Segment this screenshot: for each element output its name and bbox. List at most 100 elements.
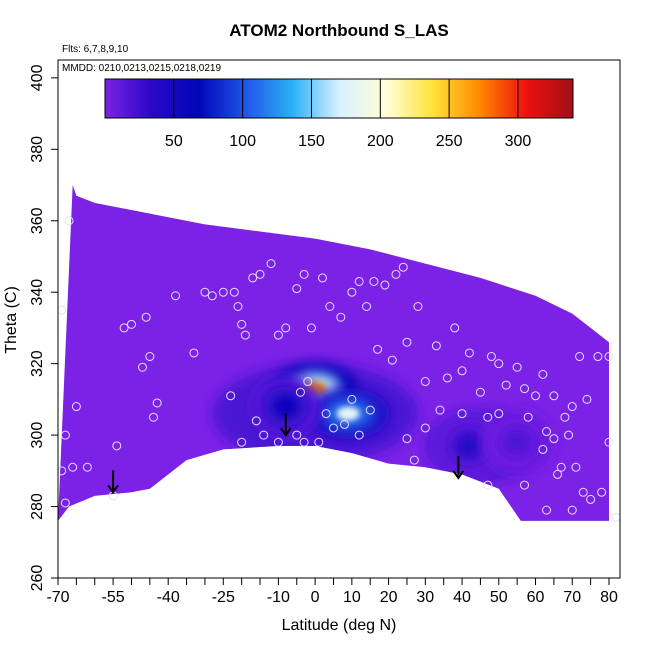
sample-point <box>58 305 67 315</box>
sample-point <box>560 412 570 422</box>
sample-point <box>611 512 620 522</box>
sample-point <box>207 291 217 301</box>
sample-point <box>531 391 541 401</box>
y-tick-label: 360 <box>29 207 46 234</box>
colorbar-tick-label: 50 <box>165 133 183 150</box>
sample-point <box>237 437 247 447</box>
sample-point <box>464 348 474 358</box>
sample-point <box>512 362 522 372</box>
down-arrow-icon <box>107 470 119 494</box>
sample-point <box>152 398 162 408</box>
chart-title: ATOM2 Northbound S_LAS <box>229 21 448 40</box>
sample-point <box>398 262 408 272</box>
sample-point <box>402 434 412 444</box>
sample-point <box>553 469 563 479</box>
x-tick-label: 0 <box>311 589 320 606</box>
sample-point <box>556 462 566 472</box>
down-arrow-icon <box>452 455 465 480</box>
sample-point <box>483 412 493 422</box>
colorbar-tick-label: 150 <box>298 133 325 150</box>
sample-point <box>373 344 383 354</box>
sample-point <box>354 430 364 440</box>
sample-point <box>413 301 423 311</box>
sample-point <box>240 330 250 340</box>
sample-point <box>64 216 74 226</box>
sample-point <box>299 269 309 279</box>
sample-point <box>340 419 350 429</box>
x-axis-label: Latitude (deg N) <box>282 617 397 634</box>
sample-point <box>82 462 92 472</box>
x-tick-label: 60 <box>527 589 545 606</box>
enhanced-features <box>212 363 553 482</box>
x-tick-label: -10 <box>267 589 290 606</box>
sample-point <box>60 498 70 508</box>
sample-point <box>604 352 614 362</box>
x-tick-label: 80 <box>600 589 618 606</box>
heatmap-field <box>58 185 609 521</box>
sample-point <box>369 276 379 286</box>
sample-point <box>137 362 147 372</box>
sample-point <box>317 273 327 283</box>
sample-point <box>486 352 496 362</box>
sample-point <box>71 402 81 412</box>
sample-point <box>475 387 485 397</box>
sample-point <box>538 444 548 454</box>
sample-point <box>354 276 364 286</box>
sample-point <box>494 409 504 419</box>
sample-point <box>494 359 504 369</box>
sample-point <box>571 462 581 472</box>
sample-point <box>259 430 269 440</box>
feature-core <box>459 436 480 455</box>
sample-point <box>435 405 445 415</box>
down-arrow-icon <box>279 413 292 437</box>
sample-point <box>567 402 577 412</box>
sample-point <box>582 394 592 404</box>
y-tick-label: 280 <box>29 493 46 520</box>
colorbar-tick-label: 250 <box>436 133 463 150</box>
sample-points <box>58 216 620 522</box>
sample-point <box>200 287 210 297</box>
sample-point <box>457 409 467 419</box>
y-tick-label: 400 <box>29 64 46 91</box>
sample-point <box>233 301 243 311</box>
sample-point <box>347 394 357 404</box>
sample-point <box>519 480 529 490</box>
sample-point <box>119 323 129 333</box>
sample-point <box>336 312 346 322</box>
sample-point <box>321 409 331 419</box>
sample-point <box>457 366 467 376</box>
sample-point <box>387 355 397 365</box>
x-tick-label: -40 <box>157 589 180 606</box>
sample-point <box>431 341 441 351</box>
sample-point <box>578 487 588 497</box>
x-tick-label: 30 <box>416 589 434 606</box>
sample-point <box>549 434 559 444</box>
x-tick-label: -55 <box>102 589 125 606</box>
x-tick-label: 50 <box>490 589 508 606</box>
arrow-markers <box>107 413 465 494</box>
x-tick-label: 10 <box>343 589 361 606</box>
sample-point <box>549 391 559 401</box>
sample-point <box>604 437 614 447</box>
sample-point <box>442 373 452 383</box>
sample-point <box>365 405 375 415</box>
sample-point <box>58 466 67 476</box>
plot-frame <box>57 59 621 579</box>
sample-point <box>189 348 199 358</box>
dates-label: MMDD: 0210,0213,0215,0218,0219 <box>62 63 221 74</box>
feature-core <box>275 397 296 416</box>
x-tick-label: 40 <box>453 589 471 606</box>
y-axis-label: Theta (C) <box>3 286 20 354</box>
x-tick-label: -70 <box>46 589 69 606</box>
sample-point <box>575 352 585 362</box>
sample-point <box>273 330 283 340</box>
sample-point <box>292 430 302 440</box>
colorbar-tick-label: 300 <box>505 133 532 150</box>
sample-point <box>420 423 430 433</box>
sample-point <box>171 291 181 301</box>
sample-point <box>218 287 228 297</box>
sample-point <box>325 301 335 311</box>
sample-point <box>299 437 309 447</box>
sample-point <box>420 377 430 387</box>
sample-point <box>126 319 136 329</box>
